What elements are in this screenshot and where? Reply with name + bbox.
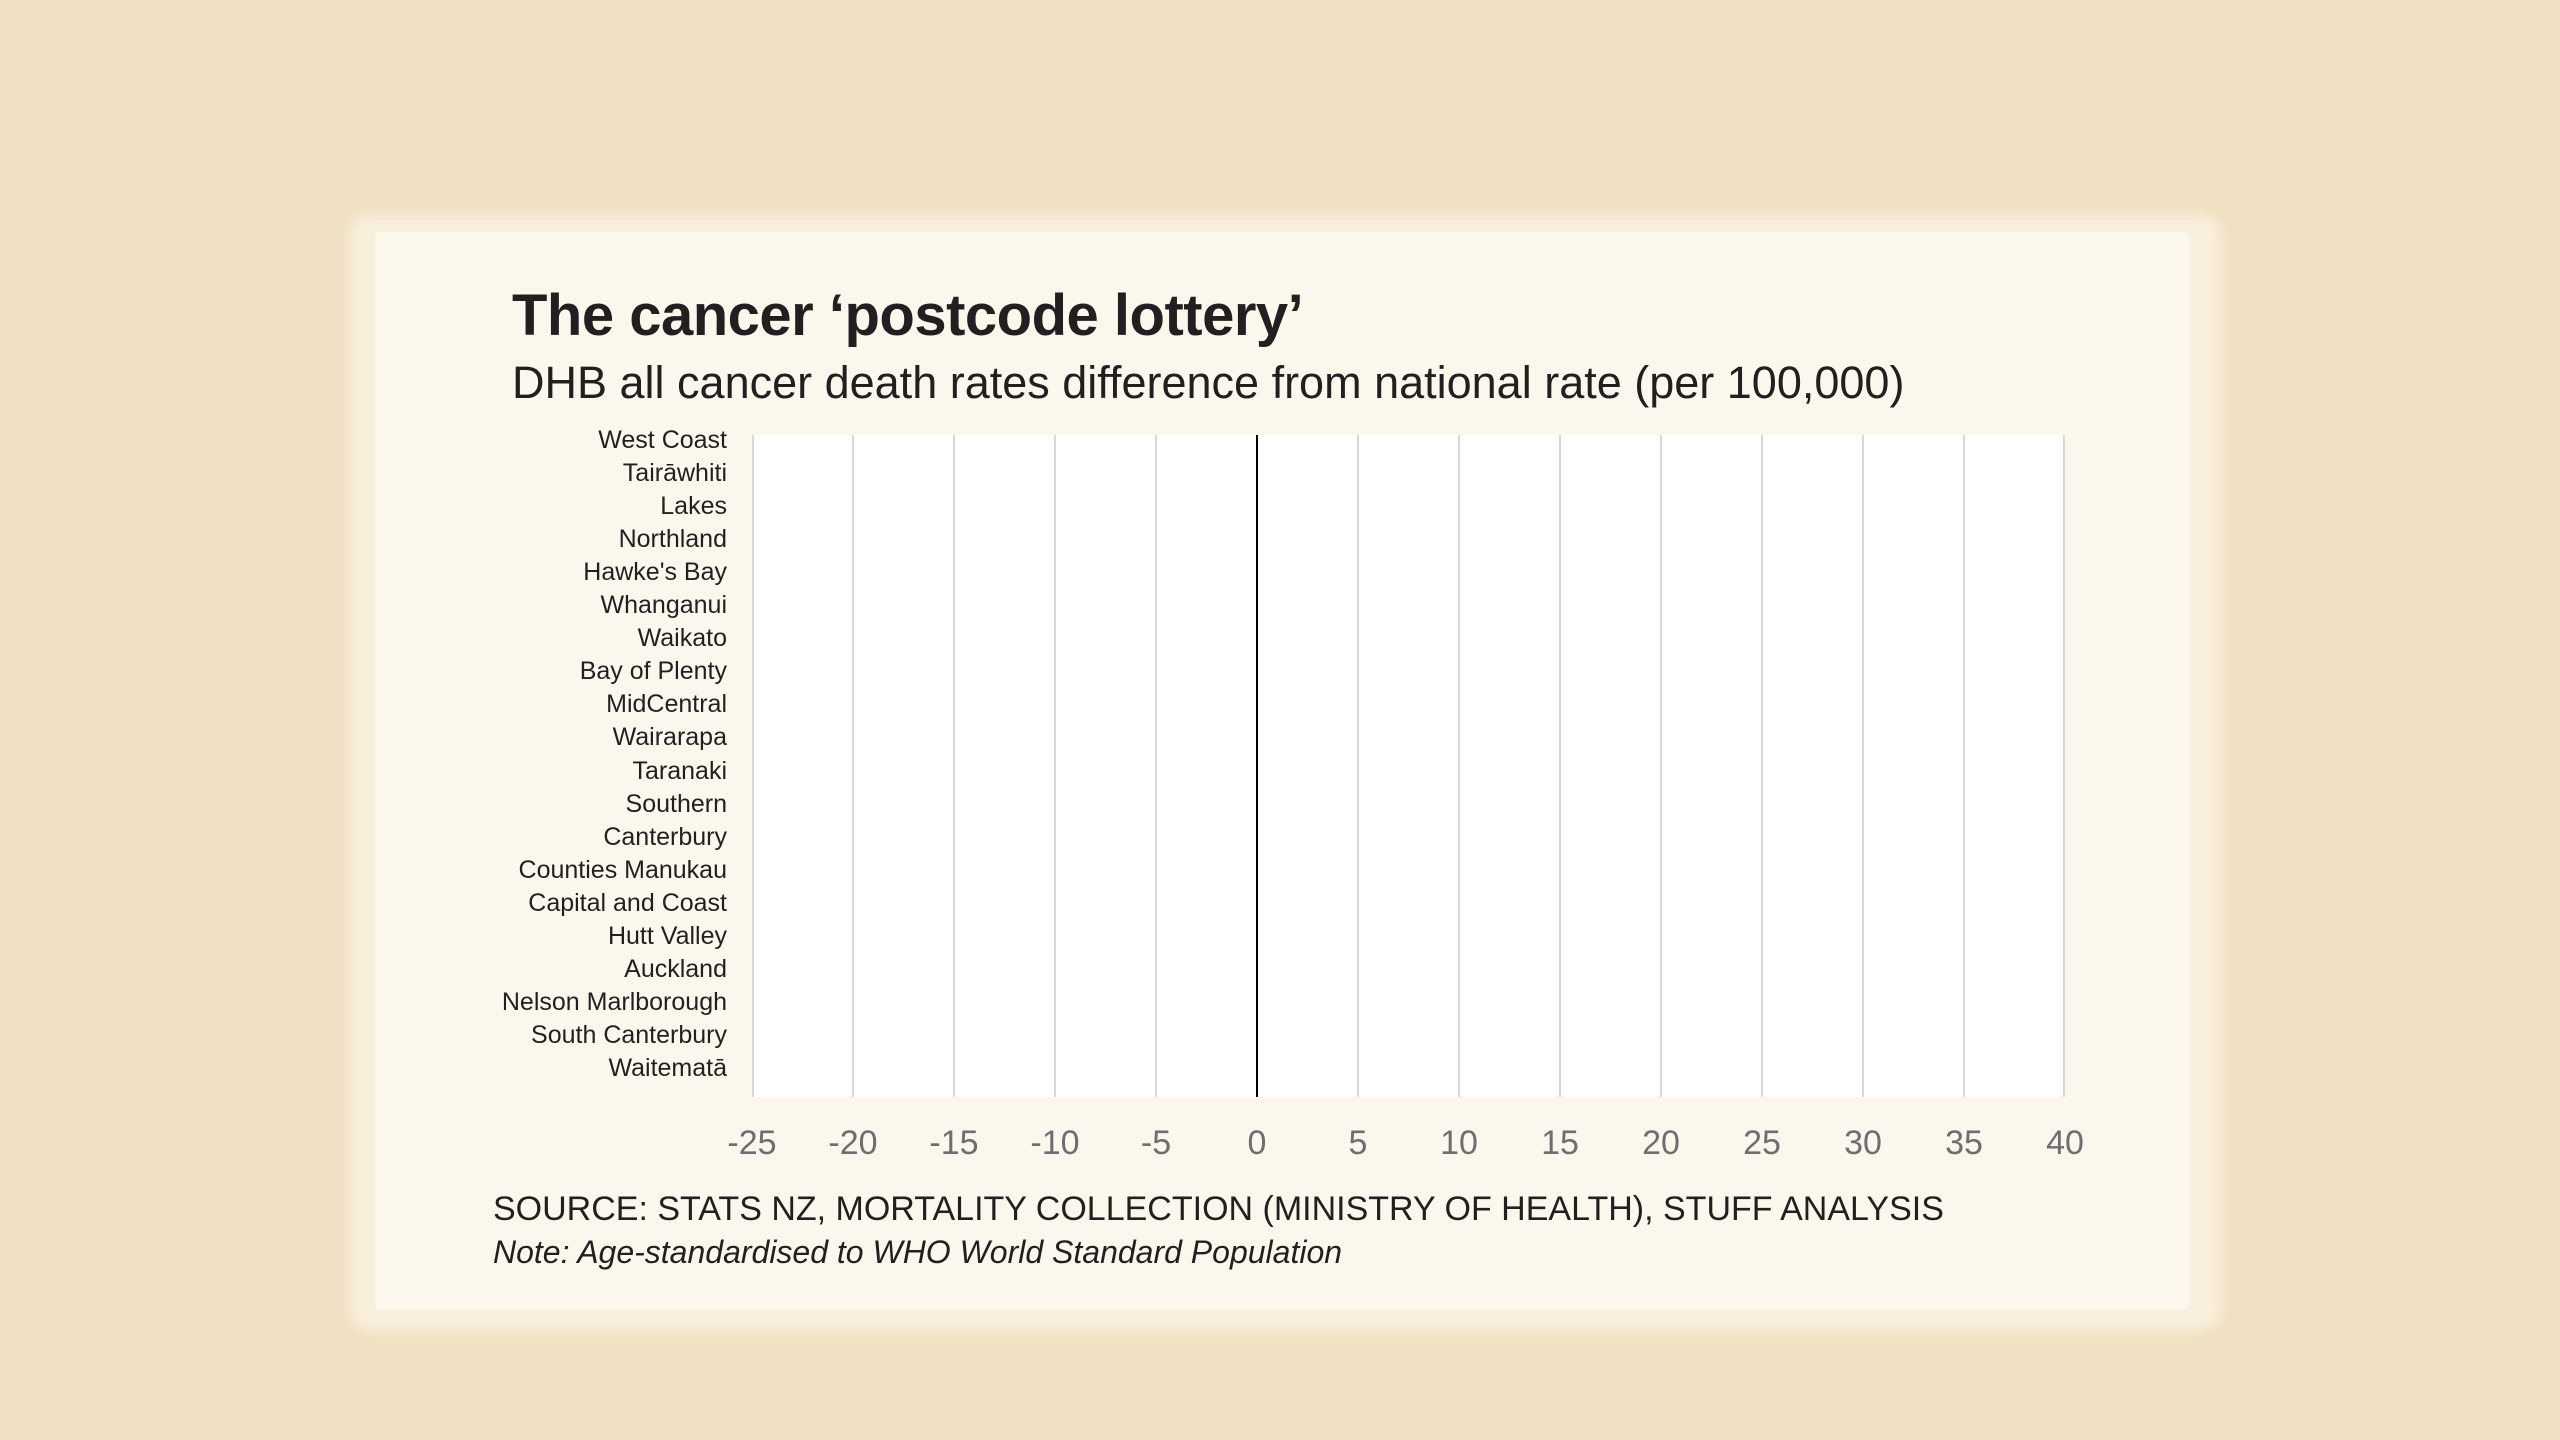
source-text: SOURCE: STATS NZ, MORTALITY COLLECTION (…: [493, 1190, 1944, 1228]
y-axis-label: South Canterbury: [531, 1021, 727, 1050]
x-tick-label: 40: [2046, 1124, 2084, 1162]
x-tick-label: 0: [1247, 1124, 1267, 1162]
chart-subtitle: DHB all cancer death rates difference fr…: [512, 357, 1905, 408]
y-axis-label: Taranaki: [632, 756, 728, 785]
x-tick-label: 15: [1541, 1124, 1579, 1162]
y-axis-label: Bay of Plenty: [579, 657, 727, 686]
x-tick-label: -5: [1140, 1124, 1172, 1162]
plot-area: [752, 435, 2065, 1097]
x-tick-label: 35: [1945, 1124, 1983, 1162]
y-axis-label: Lakes: [660, 491, 727, 520]
y-axis-label: Hawke's Bay: [583, 557, 727, 586]
y-axis-label: Counties Manukau: [518, 855, 727, 884]
x-tick-label: -15: [929, 1124, 979, 1162]
y-axis-label: Wairarapa: [612, 723, 727, 752]
y-axis-label: Whanganui: [600, 591, 727, 620]
chart-svg: [752, 435, 2065, 1097]
y-axis-label: West Coast: [598, 425, 727, 454]
y-axis-label: Nelson Marlborough: [501, 988, 727, 1017]
y-axis-label: MidCentral: [606, 690, 727, 719]
x-tick-label: 5: [1348, 1124, 1368, 1162]
x-tick-label: 25: [1743, 1124, 1781, 1162]
x-tick-label: 20: [1642, 1124, 1680, 1162]
y-axis-label: Waikato: [637, 624, 727, 653]
y-axis-label: Hutt Valley: [607, 922, 727, 951]
y-axis-label: Capital and Coast: [528, 888, 727, 917]
x-tick-label: -10: [1030, 1124, 1080, 1162]
y-axis-label: Southern: [625, 789, 727, 818]
y-axis-label: Auckland: [624, 955, 727, 984]
x-tick-label: 10: [1440, 1124, 1478, 1162]
x-tick-label: -20: [828, 1124, 878, 1162]
chart-title: The cancer ‘postcode lottery’: [512, 283, 1304, 348]
y-axis-label: Canterbury: [603, 822, 727, 851]
y-axis-label: Tairāwhiti: [622, 458, 727, 487]
x-tick-label: 30: [1844, 1124, 1882, 1162]
y-axis-label: Waitematā: [608, 1054, 727, 1083]
x-tick-label: -25: [727, 1124, 777, 1162]
y-axis-label: Northland: [618, 524, 727, 553]
note-text: Note: Age-standardised to WHO World Stan…: [493, 1234, 1343, 1270]
